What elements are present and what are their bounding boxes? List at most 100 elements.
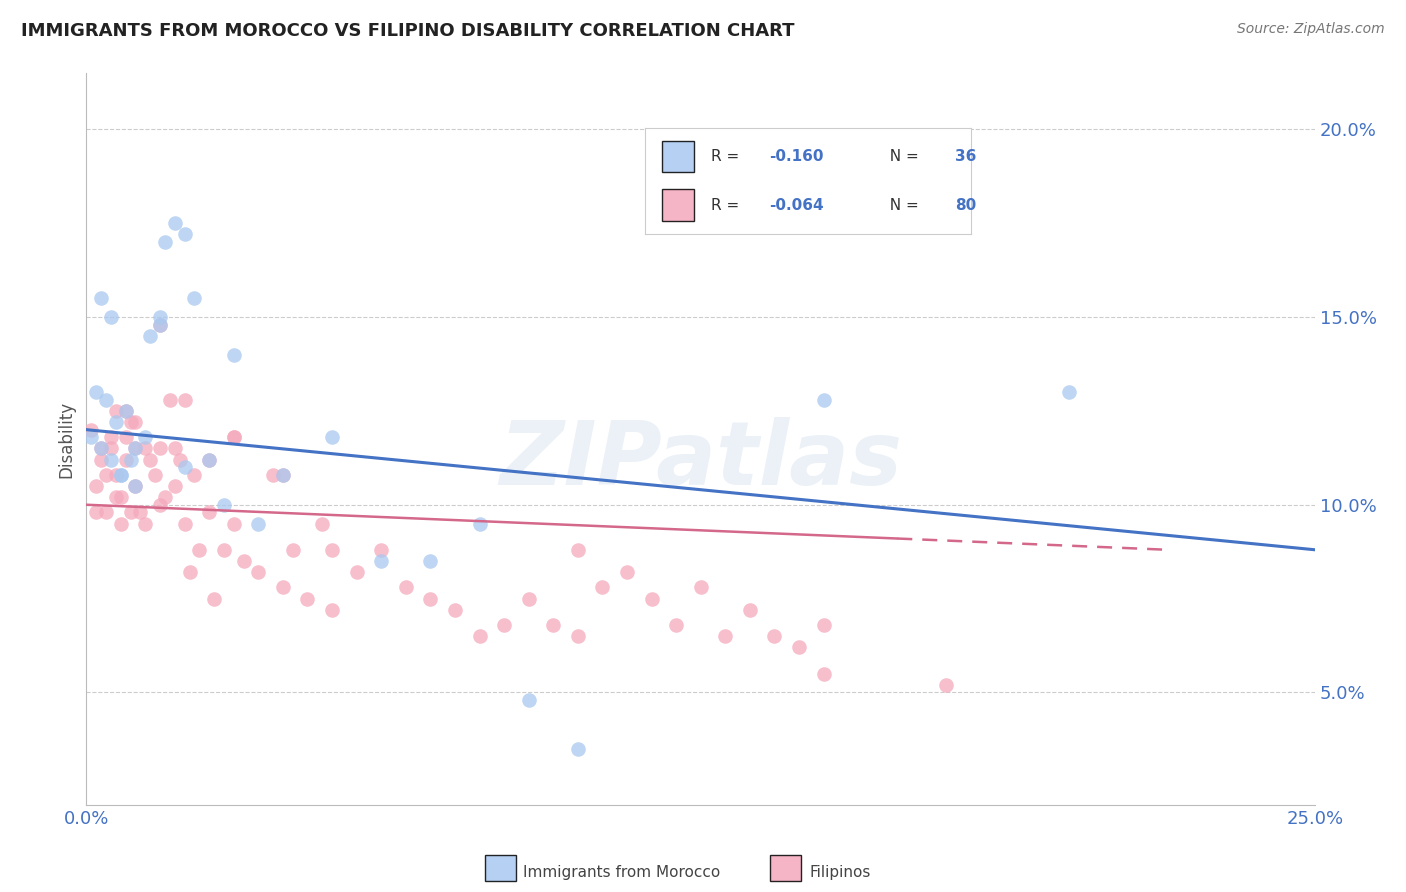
Point — [114, 404, 136, 418]
Point — [222, 430, 245, 444]
Point — [139, 328, 162, 343]
Text: Filipinos: Filipinos — [810, 865, 872, 880]
Point — [100, 452, 122, 467]
Point — [163, 216, 186, 230]
Point — [153, 235, 176, 249]
Point — [134, 516, 156, 531]
Point — [419, 554, 441, 568]
Point — [173, 460, 195, 475]
Point — [149, 310, 172, 324]
Point — [114, 452, 136, 467]
Point — [198, 452, 221, 467]
Point — [1059, 385, 1081, 400]
Point — [787, 640, 810, 655]
Point — [90, 291, 112, 305]
Point — [90, 442, 112, 456]
Point — [567, 741, 589, 756]
Point — [321, 603, 343, 617]
Point — [110, 490, 132, 504]
Text: Source: ZipAtlas.com: Source: ZipAtlas.com — [1237, 22, 1385, 37]
Point — [134, 442, 156, 456]
Point — [297, 591, 319, 606]
Point — [110, 467, 132, 482]
Point — [517, 591, 540, 606]
Point — [84, 505, 107, 519]
Point — [616, 566, 638, 580]
Point — [100, 430, 122, 444]
Point — [143, 467, 166, 482]
Point — [222, 347, 245, 361]
Point — [100, 442, 122, 456]
Point — [468, 516, 491, 531]
Point — [173, 516, 195, 531]
Point — [173, 392, 195, 407]
Point — [813, 666, 835, 681]
Point — [198, 452, 221, 467]
Point — [321, 430, 343, 444]
Point — [935, 678, 957, 692]
Point — [567, 542, 589, 557]
Point — [591, 580, 613, 594]
Point — [763, 629, 786, 643]
Point — [149, 318, 172, 332]
Point — [188, 542, 211, 557]
Point — [370, 554, 392, 568]
Point — [94, 467, 117, 482]
Point — [567, 629, 589, 643]
Point — [159, 392, 181, 407]
Point — [114, 404, 136, 418]
Y-axis label: Disability: Disability — [58, 401, 75, 477]
Point — [169, 452, 191, 467]
Point — [163, 479, 186, 493]
Point — [222, 516, 245, 531]
Point — [271, 580, 294, 594]
Point — [94, 392, 117, 407]
Point — [80, 423, 103, 437]
Point — [104, 490, 127, 504]
Point — [104, 415, 127, 429]
Point — [212, 498, 235, 512]
Point — [813, 392, 835, 407]
Point — [84, 385, 107, 400]
Point — [120, 505, 142, 519]
Point — [281, 542, 304, 557]
Point — [183, 467, 205, 482]
Point — [120, 452, 142, 467]
Point — [222, 430, 245, 444]
Point — [541, 618, 564, 632]
Text: Immigrants from Morocco: Immigrants from Morocco — [523, 865, 720, 880]
Point — [247, 516, 270, 531]
Point — [419, 591, 441, 606]
Point — [468, 629, 491, 643]
Point — [114, 430, 136, 444]
Point — [110, 467, 132, 482]
Point — [202, 591, 225, 606]
Point — [124, 442, 146, 456]
Point — [104, 404, 127, 418]
Point — [80, 430, 103, 444]
Point — [120, 415, 142, 429]
Point — [232, 554, 254, 568]
Point — [104, 467, 127, 482]
Point — [124, 415, 146, 429]
Point — [271, 467, 294, 482]
Point — [444, 603, 467, 617]
Point — [689, 580, 711, 594]
Point — [321, 542, 343, 557]
Point — [311, 516, 333, 531]
Point — [90, 452, 112, 467]
Point — [149, 498, 172, 512]
Text: IMMIGRANTS FROM MOROCCO VS FILIPINO DISABILITY CORRELATION CHART: IMMIGRANTS FROM MOROCCO VS FILIPINO DISA… — [21, 22, 794, 40]
Point — [139, 452, 162, 467]
Point — [134, 430, 156, 444]
Point — [153, 490, 176, 504]
Point — [90, 442, 112, 456]
Point — [247, 566, 270, 580]
Point — [149, 318, 172, 332]
Point — [173, 227, 195, 242]
Point — [714, 629, 737, 643]
Point — [370, 542, 392, 557]
Point — [149, 442, 172, 456]
Point — [94, 505, 117, 519]
Point — [163, 442, 186, 456]
